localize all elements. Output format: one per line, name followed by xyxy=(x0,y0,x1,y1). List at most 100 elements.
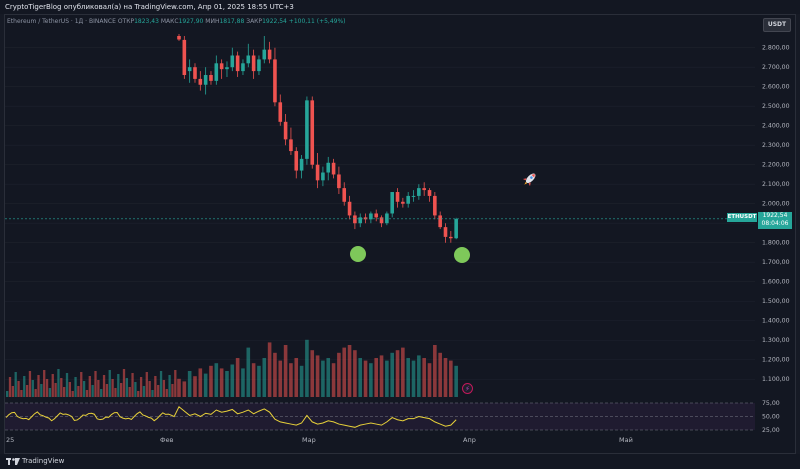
candle-body xyxy=(230,55,235,68)
volume-bar xyxy=(358,358,363,397)
volume-bar xyxy=(187,371,192,397)
indicator-alert-icon[interactable]: ⚡ xyxy=(462,383,473,394)
candle-body xyxy=(235,55,240,72)
volume-bar xyxy=(162,380,166,397)
volume-bar xyxy=(246,347,251,397)
volume-bar xyxy=(401,347,405,397)
y-tick-label: 2.400,00 xyxy=(762,123,790,130)
volume-bar xyxy=(25,385,29,397)
high-value: 1927,90 xyxy=(178,18,204,25)
volume-bar xyxy=(454,365,458,397)
volume-bar xyxy=(11,386,14,397)
volume-bar xyxy=(117,374,120,397)
volume-bar xyxy=(219,368,224,397)
volume-bar xyxy=(85,390,89,397)
volume-bar xyxy=(353,350,357,397)
footer: TradingView xyxy=(0,454,800,469)
candle-body xyxy=(385,213,389,224)
candle-body xyxy=(454,218,458,239)
close-value: 1922,54 xyxy=(262,18,287,25)
candle-body xyxy=(438,215,442,228)
candle-body xyxy=(411,195,416,197)
volume-bar xyxy=(80,372,83,397)
volume-bar xyxy=(305,339,309,397)
volume-bar xyxy=(48,388,52,397)
candle-body xyxy=(331,162,336,175)
volume-bar xyxy=(45,379,49,397)
y-tick-label: 1.800,00 xyxy=(762,240,790,247)
volume-bar xyxy=(385,360,389,397)
volume-bar xyxy=(154,376,157,397)
rsi-line xyxy=(5,405,457,428)
volume-bar xyxy=(159,371,163,397)
candle-body xyxy=(395,192,400,202)
volume-bar xyxy=(142,386,146,397)
close-label: ЗАКР xyxy=(246,18,263,25)
volume-bar xyxy=(299,365,304,397)
candle-body xyxy=(262,49,267,60)
y-tick-label: 2.800,00 xyxy=(762,45,790,52)
volume-bar xyxy=(157,385,160,397)
volume-bar xyxy=(273,352,277,397)
candle-body xyxy=(203,75,208,85)
volume-bar xyxy=(14,372,17,397)
volume-bar xyxy=(131,373,134,397)
volume-bar xyxy=(51,374,54,397)
low-value: 1817,88 xyxy=(219,18,245,25)
volume-bar xyxy=(278,360,283,397)
bottom-marker-circle xyxy=(350,246,366,262)
volume-bar xyxy=(6,391,9,397)
volume-bar xyxy=(145,372,148,397)
volume-bar xyxy=(315,355,320,397)
candles xyxy=(177,34,458,243)
volume-bar xyxy=(97,380,100,397)
volume-bar xyxy=(342,347,347,397)
volume-bar xyxy=(209,365,213,397)
volume-bar xyxy=(8,377,12,397)
candle-body xyxy=(310,100,315,165)
rsi-panel: 75,00 50,00 25,00 xyxy=(5,400,780,434)
volume-bar xyxy=(68,382,71,397)
rsi-tick-label: 75,00 xyxy=(762,400,780,407)
candle-body xyxy=(283,121,288,140)
chart-area[interactable] xyxy=(4,14,796,454)
volume-bar xyxy=(406,358,410,397)
candle-body xyxy=(209,75,213,81)
candle-body xyxy=(390,192,394,214)
currency-badge[interactable]: USDT xyxy=(763,18,791,32)
volume-bar xyxy=(433,345,437,397)
volume-bar xyxy=(40,384,43,397)
candle-body xyxy=(278,102,283,122)
volume-bar xyxy=(74,377,77,397)
candle-body xyxy=(443,227,448,237)
volume-bar xyxy=(105,384,109,397)
volume-bar xyxy=(347,345,352,397)
volume-bar xyxy=(337,352,341,397)
x-tick-label: Фев xyxy=(160,436,174,444)
volume-bar xyxy=(449,360,453,397)
y-tick-label: 1.600,00 xyxy=(762,279,790,286)
volume-bar xyxy=(214,363,219,397)
open-label: ОТКР xyxy=(117,18,135,25)
candle-body xyxy=(433,195,437,216)
price-tag: 1922,54 08:04:06 xyxy=(758,212,792,229)
volume-bar xyxy=(134,382,137,397)
volume-bar xyxy=(122,369,126,397)
candle-body xyxy=(246,55,251,64)
volume-bar xyxy=(390,352,394,397)
volume-bar xyxy=(77,386,80,397)
candle-body xyxy=(406,195,410,204)
candle-body xyxy=(187,67,192,72)
price-grid xyxy=(5,47,755,380)
volume-bar xyxy=(151,390,154,397)
bottom-markers xyxy=(350,246,470,263)
volume-bar xyxy=(374,358,379,397)
volume-bar xyxy=(137,391,140,397)
candle-body xyxy=(273,59,277,103)
y-tick-label: 2.300,00 xyxy=(762,142,790,149)
candle-body xyxy=(347,201,352,216)
volume-bar xyxy=(230,364,235,397)
candle-body xyxy=(401,201,405,204)
volume-bar xyxy=(88,376,91,397)
